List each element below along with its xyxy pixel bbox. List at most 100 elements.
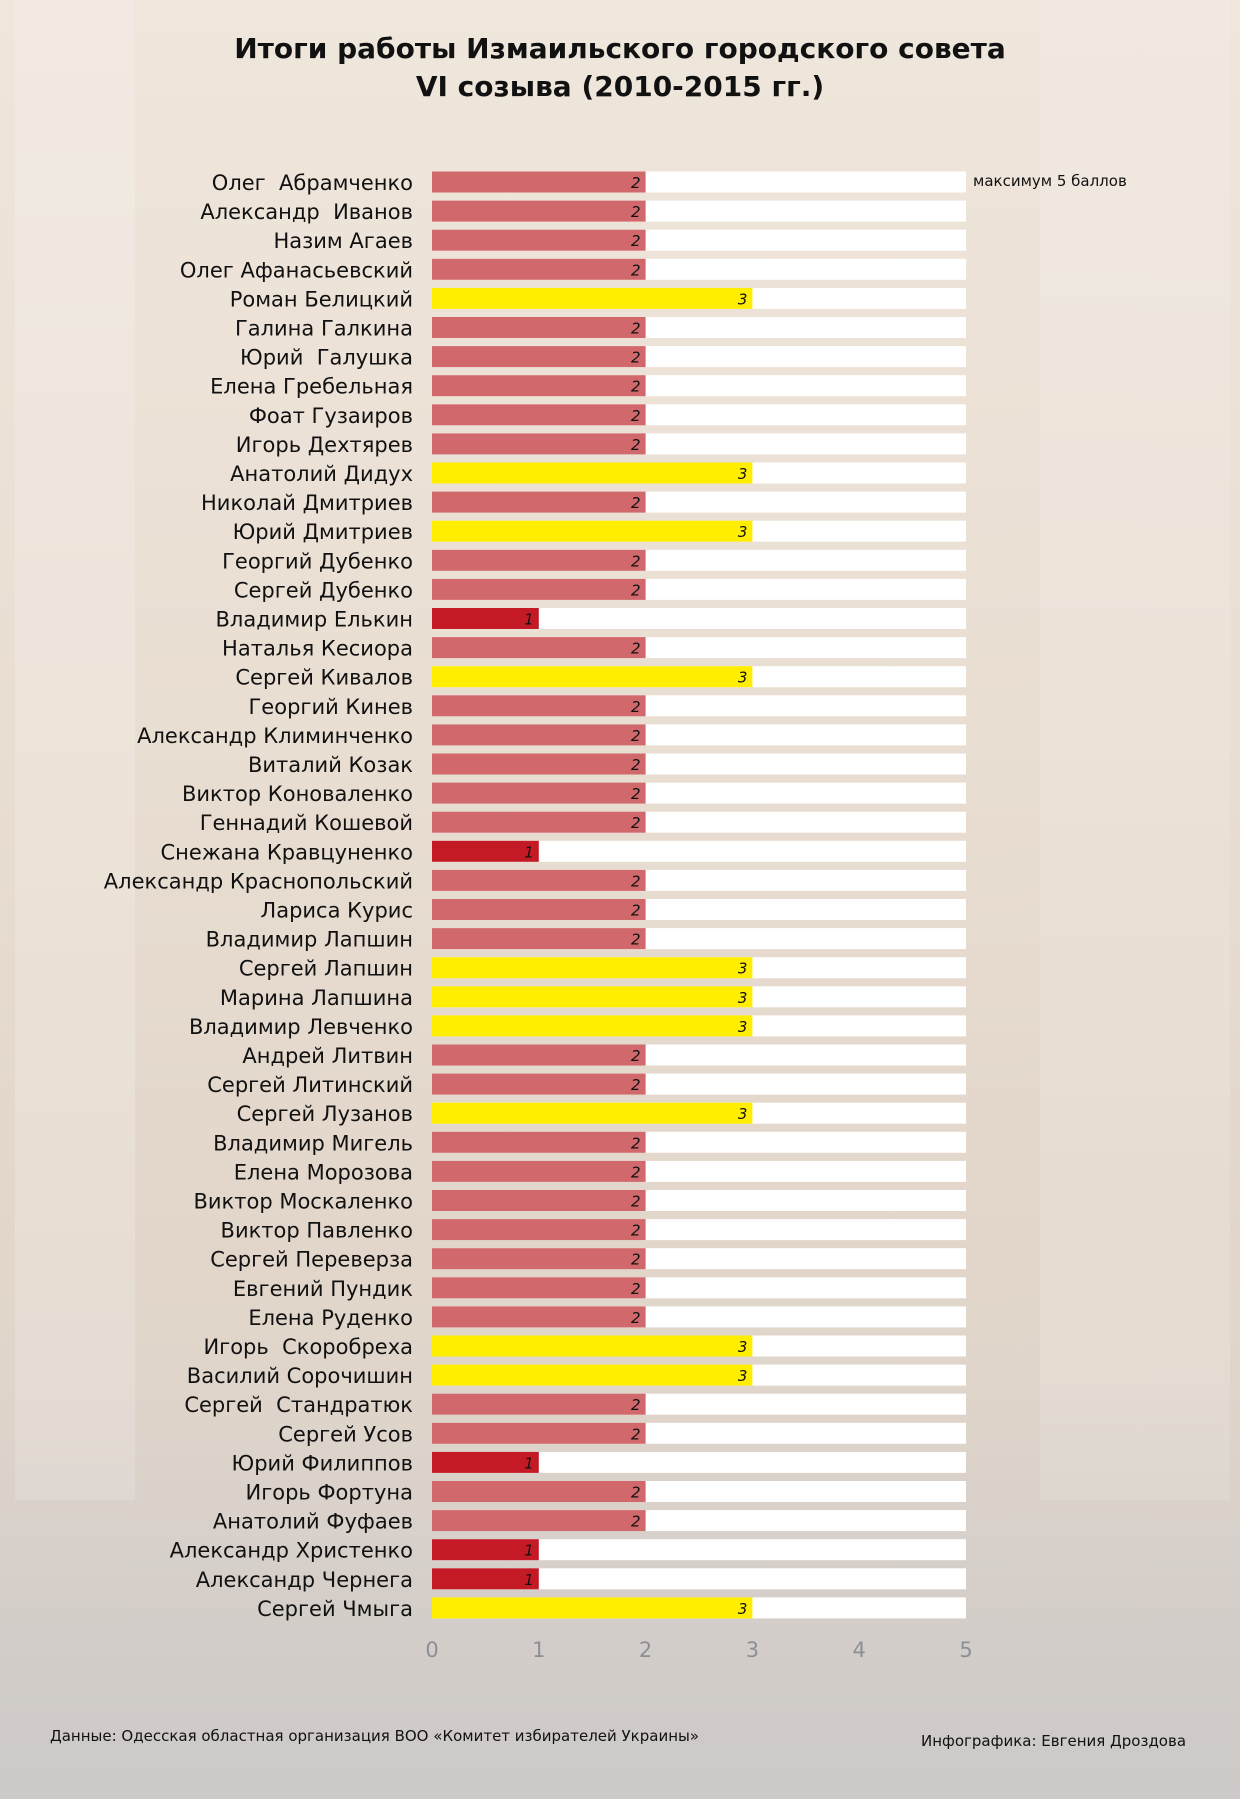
bar-value-label: 2 xyxy=(631,378,641,396)
category-label: Юрий Филиппов xyxy=(232,1451,413,1475)
bar xyxy=(432,1015,753,1037)
category-label: Игорь Фортуна xyxy=(246,1481,414,1505)
bar-value-label: 3 xyxy=(738,960,748,978)
bar-value-label: 2 xyxy=(631,1309,641,1327)
bar-value-label: 2 xyxy=(631,1047,641,1065)
bar xyxy=(432,1510,646,1532)
bar xyxy=(432,1073,646,1095)
bar-value-label: 2 xyxy=(631,785,641,803)
category-label: Юрий Галушка xyxy=(240,346,413,370)
bar xyxy=(432,433,646,455)
bar-value-label: 2 xyxy=(631,727,641,745)
bar xyxy=(432,1219,646,1241)
bar-value-label: 2 xyxy=(631,1513,641,1531)
bar-value-label: 3 xyxy=(738,1105,748,1123)
bar-value-label: 2 xyxy=(631,814,641,832)
bar xyxy=(432,404,646,426)
category-label: Андрей Литвин xyxy=(242,1044,413,1068)
bar-value-label: 3 xyxy=(738,669,748,687)
category-label: Галина Галкина xyxy=(235,317,413,341)
footer-credit: Инфографика: Евгения Дроздова xyxy=(921,1732,1187,1750)
category-label: Виктор Коноваленко xyxy=(182,782,413,806)
bar xyxy=(432,229,646,251)
chart-title: Итоги работы Измаильского городского сов… xyxy=(0,30,1240,106)
bar xyxy=(432,782,646,804)
chart-title-line-1: Итоги работы Измаильского городского сов… xyxy=(234,32,1006,65)
bar xyxy=(432,840,539,862)
x-tick-label: 4 xyxy=(853,1638,866,1662)
bar-value-label: 2 xyxy=(631,1163,641,1181)
bar-value-label: 2 xyxy=(631,756,641,774)
category-label: Наталья Кесиора xyxy=(222,637,413,661)
category-label: Елена Морозова xyxy=(234,1160,413,1184)
bar-value-label: 2 xyxy=(631,872,641,890)
bar-value-label: 1 xyxy=(524,1571,534,1589)
bar xyxy=(432,346,646,368)
bar-value-label: 2 xyxy=(631,1134,641,1152)
category-label: Фоат Гузаиров xyxy=(249,404,413,428)
bar xyxy=(432,1131,646,1153)
bar-value-label: 2 xyxy=(631,1484,641,1502)
bar-value-label: 2 xyxy=(631,640,641,658)
category-label: Елена Гребельная xyxy=(210,375,413,399)
bar-value-label: 2 xyxy=(631,203,641,221)
category-label: Сергей Переверза xyxy=(210,1248,413,1272)
bar-track xyxy=(432,840,966,862)
category-label: Александр Чернега xyxy=(196,1568,413,1592)
category-label: Владимир Мигель xyxy=(213,1131,413,1155)
bar-value-label: 2 xyxy=(631,1425,641,1443)
bar xyxy=(432,375,646,397)
x-tick-label: 3 xyxy=(746,1638,759,1662)
bar-value-label: 1 xyxy=(524,843,534,861)
bar xyxy=(432,899,646,920)
bar xyxy=(432,608,539,629)
bar xyxy=(432,986,753,1008)
bar-value-label: 2 xyxy=(631,407,641,425)
category-label: Сергей Дубенко xyxy=(234,578,413,602)
x-tick-label: 0 xyxy=(425,1638,438,1662)
max-score-note: максимум 5 баллов xyxy=(973,172,1127,190)
category-label: Владимир Левченко xyxy=(189,1015,413,1039)
category-label: Роман Белицкий xyxy=(230,287,413,311)
bar xyxy=(432,1481,646,1502)
bar-value-label: 2 xyxy=(631,581,641,599)
bar xyxy=(432,1539,539,1561)
bar-value-label: 3 xyxy=(738,465,748,483)
bar xyxy=(432,869,646,891)
bar-value-label: 3 xyxy=(738,523,748,541)
category-label: Александр Иванов xyxy=(200,200,413,224)
bar xyxy=(432,1451,539,1473)
category-label: Сергей Кивалов xyxy=(235,666,413,690)
bar xyxy=(432,1044,646,1066)
category-label: Георгий Кинев xyxy=(249,695,414,719)
bar-value-label: 3 xyxy=(738,989,748,1007)
category-label: Сергей Лапшин xyxy=(239,957,413,981)
bar xyxy=(432,258,646,280)
category-label: Сергей Лузанов xyxy=(237,1102,413,1126)
category-label: Марина Лапшина xyxy=(220,986,413,1010)
bar-value-label: 2 xyxy=(631,174,641,192)
bar-value-label: 3 xyxy=(738,1367,748,1385)
category-label: Анатолий Фуфаев xyxy=(213,1510,413,1534)
category-label: Геннадий Кошевой xyxy=(200,811,413,835)
bar-value-label: 1 xyxy=(524,1542,534,1560)
x-tick-label: 1 xyxy=(532,1638,545,1662)
bar-value-label: 1 xyxy=(524,1454,534,1472)
bar-value-label: 2 xyxy=(631,1280,641,1298)
category-label: Евгений Пундик xyxy=(233,1277,413,1301)
bar-value-label: 2 xyxy=(631,902,641,920)
bar xyxy=(432,1568,539,1590)
bar xyxy=(432,491,646,513)
bar xyxy=(432,1160,646,1182)
footer-source: Данные: Одесская областная организация В… xyxy=(50,1727,700,1745)
bar xyxy=(432,957,753,979)
bar xyxy=(432,1393,646,1415)
bar-track xyxy=(432,608,966,629)
bar xyxy=(432,666,753,688)
category-label: Елена Руденко xyxy=(248,1306,413,1330)
bar-value-label: 2 xyxy=(631,1396,641,1414)
bar-value-label: 2 xyxy=(631,232,641,250)
bar-track xyxy=(432,1539,966,1561)
bar xyxy=(432,462,753,484)
bar xyxy=(432,317,646,338)
